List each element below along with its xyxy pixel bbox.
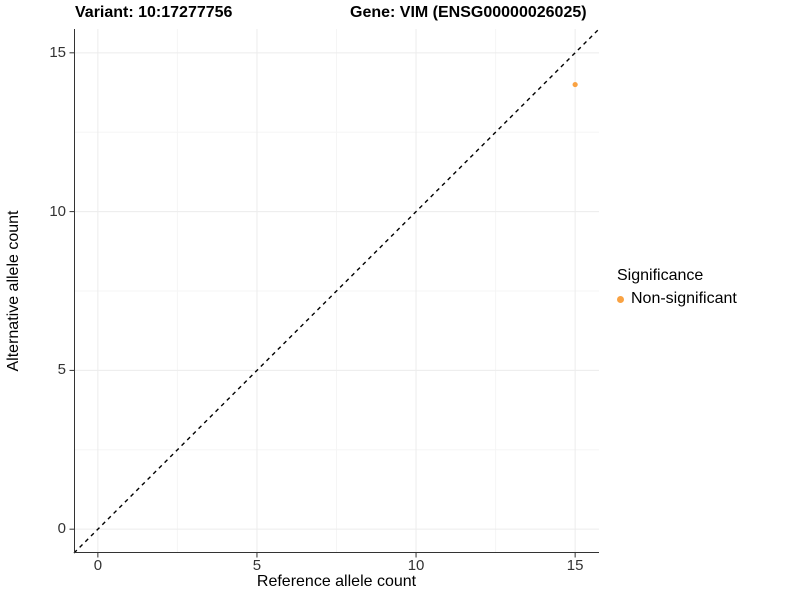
- identity-dashed-line: [73, 28, 600, 554]
- data-point: [572, 81, 578, 88]
- plot-panel: [69, 28, 600, 558]
- scatter-plot-canvas: [69, 28, 600, 558]
- y-tick-label: 15: [49, 43, 66, 61]
- y-tick-label: 5: [57, 361, 66, 379]
- x-tick-label: 10: [407, 557, 425, 574]
- x-tick-label: 5: [252, 557, 262, 574]
- x-axis-title: Reference allele count: [256, 573, 417, 590]
- legend-item-label: Non-significant: [631, 290, 737, 307]
- legend-title: Significance: [617, 267, 704, 284]
- legend: Significance Non-significant: [617, 267, 737, 308]
- y-axis-title: Alternative allele count: [5, 210, 22, 372]
- x-tick-label: 15: [566, 557, 584, 574]
- legend-point-icon: [617, 295, 624, 303]
- y-tick-label: 0: [57, 520, 66, 538]
- y-tick-label: 10: [49, 202, 66, 220]
- plot-title-variant: Variant: 10:17277756: [75, 4, 233, 21]
- legend-item: Non-significant: [617, 290, 737, 308]
- plot-title-gene: Gene: VIM (ENSG00000026025): [350, 4, 587, 21]
- x-tick-label: 0: [93, 557, 103, 574]
